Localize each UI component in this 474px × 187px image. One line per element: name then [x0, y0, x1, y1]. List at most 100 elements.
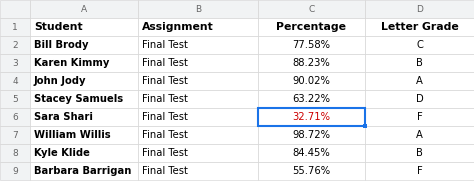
Text: Final Test: Final Test	[142, 166, 188, 176]
Bar	[138, 36, 258, 54]
Bar	[138, 126, 258, 144]
Bar	[0, 0, 30, 18]
Text: Final Test: Final Test	[142, 148, 188, 158]
Bar	[0, 54, 30, 72]
Bar	[30, 0, 138, 18]
Text: B: B	[195, 4, 201, 13]
Text: Final Test: Final Test	[142, 112, 188, 122]
Bar	[0, 108, 30, 126]
Text: Barbara Barrigan: Barbara Barrigan	[34, 166, 131, 176]
Text: 6: 6	[12, 113, 18, 122]
Bar	[30, 144, 138, 162]
Text: A: A	[416, 130, 423, 140]
Text: Final Test: Final Test	[142, 76, 188, 86]
Text: Kyle Klide: Kyle Klide	[34, 148, 90, 158]
Text: B: B	[416, 148, 423, 158]
Text: C: C	[309, 4, 315, 13]
Bar	[258, 90, 365, 108]
Bar	[0, 18, 30, 36]
Text: 4: 4	[12, 76, 18, 85]
Bar	[258, 108, 365, 126]
Bar	[138, 144, 258, 162]
Text: D: D	[416, 94, 423, 104]
Text: 9: 9	[12, 166, 18, 176]
Text: 55.76%: 55.76%	[292, 166, 330, 176]
Bar	[138, 162, 258, 180]
Bar	[365, 36, 474, 54]
Text: Final Test: Final Test	[142, 130, 188, 140]
Bar	[138, 54, 258, 72]
Bar	[0, 162, 30, 180]
Text: 88.23%: 88.23%	[292, 58, 330, 68]
Bar	[0, 72, 30, 90]
Text: Percentage: Percentage	[276, 22, 346, 32]
Bar	[365, 0, 474, 18]
Text: Karen Kimmy: Karen Kimmy	[34, 58, 109, 68]
Text: Sara Shari: Sara Shari	[34, 112, 93, 122]
Bar	[365, 18, 474, 36]
Text: 90.02%: 90.02%	[292, 76, 330, 86]
Bar	[365, 144, 474, 162]
Bar	[363, 124, 367, 128]
Bar	[258, 126, 365, 144]
Bar	[138, 0, 258, 18]
Text: Bill Brody: Bill Brody	[34, 40, 89, 50]
Bar	[365, 108, 474, 126]
Text: 7: 7	[12, 131, 18, 140]
Text: C: C	[416, 40, 423, 50]
Bar	[258, 108, 365, 126]
Bar	[0, 90, 30, 108]
Bar	[258, 36, 365, 54]
Bar	[30, 36, 138, 54]
Text: 1: 1	[12, 22, 18, 31]
Bar	[138, 108, 258, 126]
Bar	[138, 72, 258, 90]
Bar	[30, 108, 138, 126]
Text: 3: 3	[12, 59, 18, 68]
Text: Final Test: Final Test	[142, 94, 188, 104]
Text: 8: 8	[12, 148, 18, 157]
Bar	[0, 126, 30, 144]
Bar	[258, 144, 365, 162]
Bar	[258, 0, 365, 18]
Bar	[138, 18, 258, 36]
Text: 84.45%: 84.45%	[292, 148, 330, 158]
Text: Student: Student	[34, 22, 82, 32]
Text: F: F	[417, 166, 422, 176]
Text: B: B	[416, 58, 423, 68]
Text: F: F	[417, 112, 422, 122]
Bar	[30, 54, 138, 72]
Text: 98.72%: 98.72%	[292, 130, 330, 140]
Bar	[258, 72, 365, 90]
Bar	[258, 162, 365, 180]
Text: A: A	[81, 4, 87, 13]
Bar	[365, 126, 474, 144]
Bar	[30, 162, 138, 180]
Text: 32.71%: 32.71%	[292, 112, 330, 122]
Text: 63.22%: 63.22%	[292, 94, 330, 104]
Text: 77.58%: 77.58%	[292, 40, 330, 50]
Text: 2: 2	[12, 41, 18, 50]
Bar	[258, 54, 365, 72]
Bar	[365, 54, 474, 72]
Bar	[365, 72, 474, 90]
Bar	[30, 90, 138, 108]
Bar	[365, 162, 474, 180]
Text: Assignment: Assignment	[142, 22, 214, 32]
Text: A: A	[416, 76, 423, 86]
Bar	[30, 18, 138, 36]
Bar	[0, 36, 30, 54]
Bar	[30, 126, 138, 144]
Text: Final Test: Final Test	[142, 40, 188, 50]
Text: Final Test: Final Test	[142, 58, 188, 68]
Text: Letter Grade: Letter Grade	[381, 22, 458, 32]
Bar	[0, 144, 30, 162]
Text: William Willis: William Willis	[34, 130, 110, 140]
Bar	[258, 18, 365, 36]
Bar	[30, 72, 138, 90]
Bar	[138, 90, 258, 108]
Text: D: D	[416, 4, 423, 13]
Text: 5: 5	[12, 94, 18, 103]
Text: John Jody: John Jody	[34, 76, 86, 86]
Bar	[365, 90, 474, 108]
